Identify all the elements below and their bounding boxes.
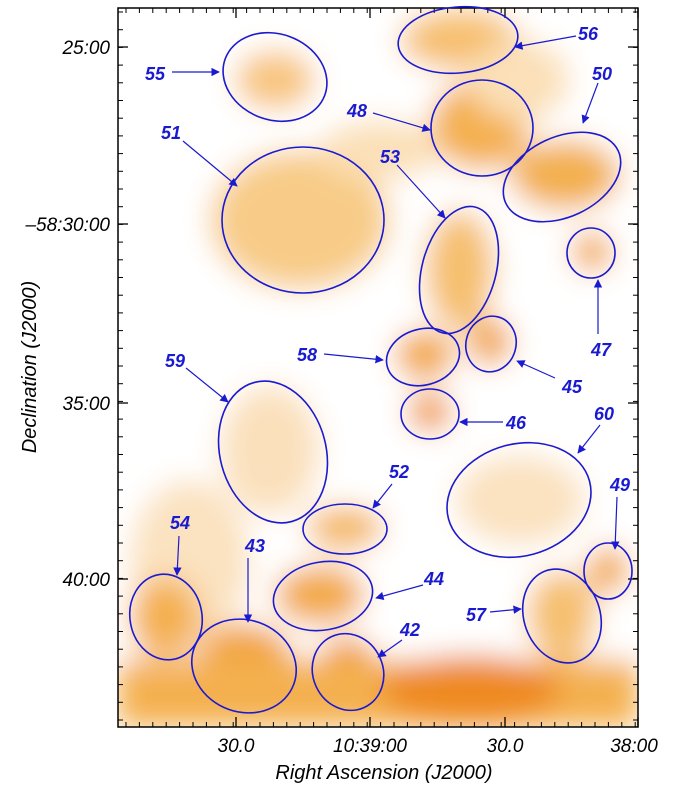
ticks: 30.0 10:39:00 30.0 38:00 25:00 –58:30:00 35:00…: [24, 8, 658, 757]
region-arrow: [375, 584, 424, 601]
region-arrow: [323, 353, 384, 364]
plot-frame: [117, 7, 639, 728]
x-tick-label: 10:39:00: [333, 736, 407, 757]
region-ellipse: [418, 205, 500, 335]
region-label: 51: [161, 123, 181, 143]
region-ellipse: [221, 146, 385, 294]
region-arrow: [577, 424, 601, 454]
y-tick-label: –58:30:00: [24, 215, 110, 236]
y-tick-label: 35:00: [62, 394, 110, 415]
region-ellipse: [502, 131, 622, 223]
intensity-map: [118, 8, 638, 727]
region-label: 57: [466, 605, 487, 625]
region-label: 53: [380, 147, 400, 167]
region-ellipse: [190, 618, 298, 714]
region-ellipse: [464, 315, 518, 373]
x-axis-title: Right Ascension (J2000): [275, 762, 492, 784]
region-label: 47: [590, 340, 612, 360]
region-ellipse: [222, 31, 328, 123]
region-arrow: [185, 367, 229, 403]
region-label: 59: [165, 351, 185, 371]
region-label: 42: [399, 620, 420, 640]
region-arrow: [372, 112, 431, 132]
region-ellipse: [400, 388, 460, 440]
region-label: 44: [423, 569, 444, 589]
region-label: 50: [592, 64, 612, 84]
region-arrow: [396, 164, 446, 219]
region-ellipse: [385, 327, 461, 387]
region-label: 43: [244, 536, 265, 556]
region-ellipse: [217, 380, 329, 524]
region-ellipse: [128, 573, 204, 661]
region-arrow: [182, 140, 238, 187]
region-label: 45: [561, 377, 583, 397]
region-label: 60: [594, 404, 614, 424]
region-label: 58: [297, 345, 317, 365]
region-ellipse: [397, 5, 519, 75]
region-ellipse: [566, 227, 616, 279]
region-ellipse: [446, 441, 592, 559]
region-arrow: [377, 639, 403, 658]
region-ellipse: [272, 560, 374, 632]
y-tick-label: 25:00: [61, 38, 110, 59]
region-label: 48: [346, 101, 367, 121]
region-arrow: [173, 535, 182, 576]
x-tick-label: 30.0: [218, 736, 255, 757]
region-label: 46: [505, 413, 527, 433]
region-arrow: [516, 360, 556, 379]
region-label: 56: [578, 24, 599, 44]
y-axis-title: Declination (J2000): [19, 281, 41, 453]
region-label: 49: [609, 475, 630, 495]
region-ellipse: [521, 568, 603, 664]
y-tick-label: 40:00: [62, 570, 110, 591]
x-tick-label: 30.0: [487, 736, 524, 757]
region-label: 52: [389, 462, 409, 482]
region-arrow: [611, 496, 620, 550]
region-ellipse: [302, 503, 388, 555]
regions: 55 56 48 50 51 53 47 58 45 46 59 60 52 49 54 43 44 42 57: [128, 5, 633, 714]
region-arrow: [514, 35, 577, 50]
region-arrow: [372, 483, 393, 509]
region-arrow: [489, 605, 522, 614]
region-label: 55: [145, 64, 166, 84]
region-label: 54: [170, 513, 190, 533]
region-ellipse: [430, 79, 534, 177]
x-tick-label: 38:00: [610, 736, 658, 757]
region-arrow: [581, 82, 599, 124]
region-ellipse: [583, 542, 633, 600]
